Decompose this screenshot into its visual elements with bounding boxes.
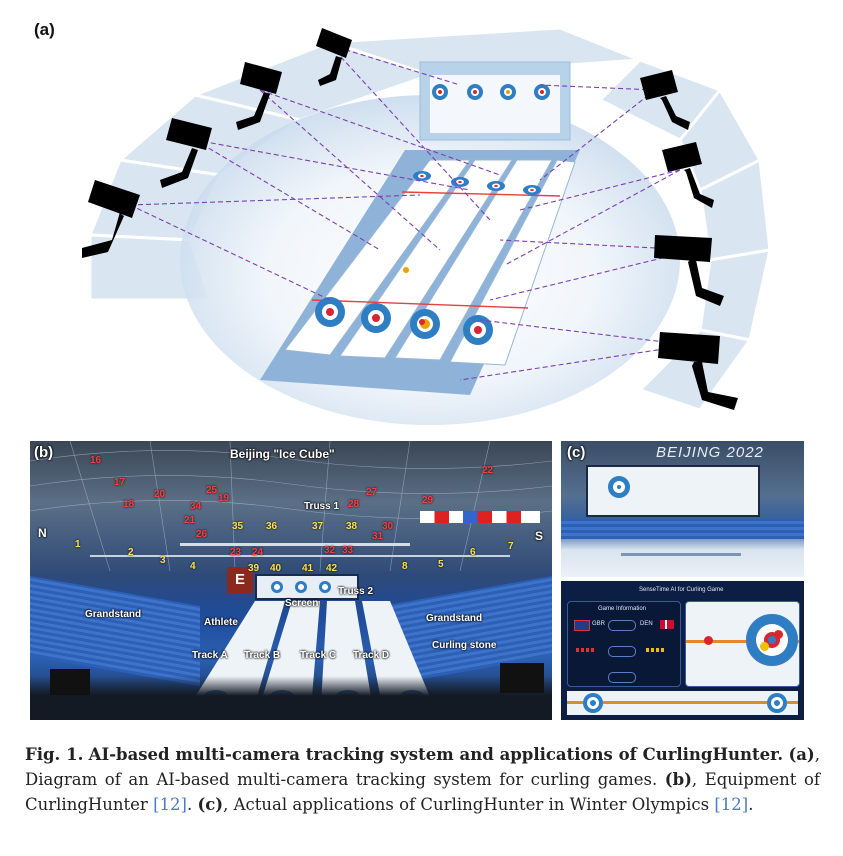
cameras <box>82 28 738 410</box>
camera-icon <box>82 180 140 258</box>
caption-a-label: (a) <box>788 745 815 764</box>
panel-b-label: (b) <box>34 444 54 461</box>
caption-c-label: (c) <box>197 795 224 814</box>
camera-number: 36 <box>266 521 278 532</box>
camera-icon <box>160 118 212 188</box>
camera-icon <box>662 142 714 208</box>
caption-ref-link[interactable]: [12] <box>153 795 187 814</box>
panel-c-photo: (c) BEIJING 2022 <box>561 441 804 577</box>
venue-label: Beijing "Ice Cube" <box>230 447 335 461</box>
camera-number: 26 <box>196 529 208 540</box>
uk-flag-icon <box>574 620 590 631</box>
camera-number: 38 <box>346 521 358 532</box>
camera-icon <box>640 70 690 130</box>
e-marker: E <box>227 567 253 593</box>
figure-caption: Fig. 1. AI-based multi-camera tracking s… <box>25 745 820 814</box>
team-right: DEN <box>640 621 653 627</box>
panel-a-label: (a) <box>34 20 55 39</box>
caption-fig-number: Fig. 1. <box>25 745 84 764</box>
caption-ref-link[interactable]: [12] <box>714 795 749 814</box>
panel-c-label: (c) <box>567 444 586 461</box>
compass-north: N <box>38 526 47 540</box>
camera-number: 28 <box>348 499 360 510</box>
camera-number: 27 <box>366 487 378 498</box>
camera-number: 5 <box>438 559 444 570</box>
camera-icon <box>658 332 738 410</box>
compass-south: S <box>535 529 544 543</box>
team-left: GBR <box>592 621 606 627</box>
screen-label: Screen <box>285 598 319 609</box>
camera-number: 4 <box>190 561 196 572</box>
camera-icon <box>316 28 352 86</box>
foreground-cameras <box>30 676 552 720</box>
camera-number: 41 <box>302 563 314 574</box>
screen-houses <box>432 84 550 100</box>
camera-number: 29 <box>422 495 434 506</box>
camera-number: 22 <box>482 465 494 476</box>
arena-screen <box>255 574 359 600</box>
athlete-label: Athlete <box>204 617 238 628</box>
camera-number: 23 <box>230 547 242 558</box>
camera-number: 6 <box>470 547 476 558</box>
track-c-label: Track C <box>300 650 337 661</box>
camera-number: 8 <box>402 561 408 572</box>
game-info-panel: Game Information GBR DEN <box>567 601 681 687</box>
camera-number: 40 <box>270 563 282 574</box>
camera-number: 32 <box>324 545 336 556</box>
grandstand-left-label: Grandstand <box>85 609 142 620</box>
track-a-label: Track A <box>192 650 228 661</box>
camera-number: 42 <box>326 563 338 574</box>
camera-number: 31 <box>372 531 384 542</box>
near-houses <box>315 267 493 345</box>
sheet-overview <box>567 691 798 715</box>
camera-number: 30 <box>382 521 394 532</box>
camera-number: 20 <box>154 489 166 500</box>
camera-number: 25 <box>206 485 218 496</box>
camera-icon <box>236 62 282 130</box>
camera-number: 1 <box>75 539 81 550</box>
camera-sightlines <box>129 44 696 381</box>
house-view <box>685 601 800 687</box>
grandstand-right-label: Grandstand <box>426 613 483 624</box>
panel-c-app: SenseTime AI for Curling Game Game Infor… <box>561 581 804 720</box>
camera-number: 39 <box>248 563 260 574</box>
flags <box>420 511 540 523</box>
camera-number: 34 <box>190 501 202 512</box>
curling-stone-label: Curling stone <box>432 640 497 651</box>
panel-a-diagram <box>82 26 772 425</box>
track-d-label: Track D <box>353 650 390 661</box>
camera-number: 21 <box>184 515 196 526</box>
panel-b-photo: E (b) Beijing "Ice Cube" N S Truss 1 Tru… <box>30 441 552 720</box>
caption-b-text: , Equipment of CurlingHunter <box>25 770 820 814</box>
camera-number: 16 <box>90 455 102 466</box>
camera-number: 35 <box>232 521 244 532</box>
caption-title: AI-based multi-camera tracking system an… <box>88 745 784 764</box>
app-title: SenseTime AI for Curling Game <box>639 587 724 593</box>
caption-c-text: , Actual applications of CurlingHunter i… <box>223 795 710 814</box>
camera-number: 7 <box>508 541 514 552</box>
camera-number: 24 <box>252 547 264 558</box>
beijing-banner: BEIJING 2022 <box>656 444 764 461</box>
truss2-label: Truss 2 <box>338 586 374 597</box>
camera-icon <box>654 235 724 306</box>
denmark-flag-icon <box>660 620 674 629</box>
camera-number: 19 <box>218 493 230 504</box>
caption-b-label: (b) <box>664 770 692 789</box>
track-b-label: Track B <box>244 650 281 661</box>
camera-number: 33 <box>342 545 354 556</box>
camera-number: 17 <box>114 477 126 488</box>
camera-number: 2 <box>128 547 134 558</box>
far-houses <box>413 171 541 195</box>
big-screen <box>419 61 571 141</box>
camera-number: 37 <box>312 521 324 532</box>
game-info-title: Game Information <box>598 606 647 612</box>
camera-number: 18 <box>123 499 135 510</box>
stadium-tiers <box>87 26 772 412</box>
camera-number: 3 <box>160 555 166 566</box>
arena-screen-c <box>586 465 760 517</box>
caption-a-text: , Diagram of an AI-based multi-camera tr… <box>25 745 820 789</box>
truss1-label: Truss 1 <box>304 501 340 512</box>
